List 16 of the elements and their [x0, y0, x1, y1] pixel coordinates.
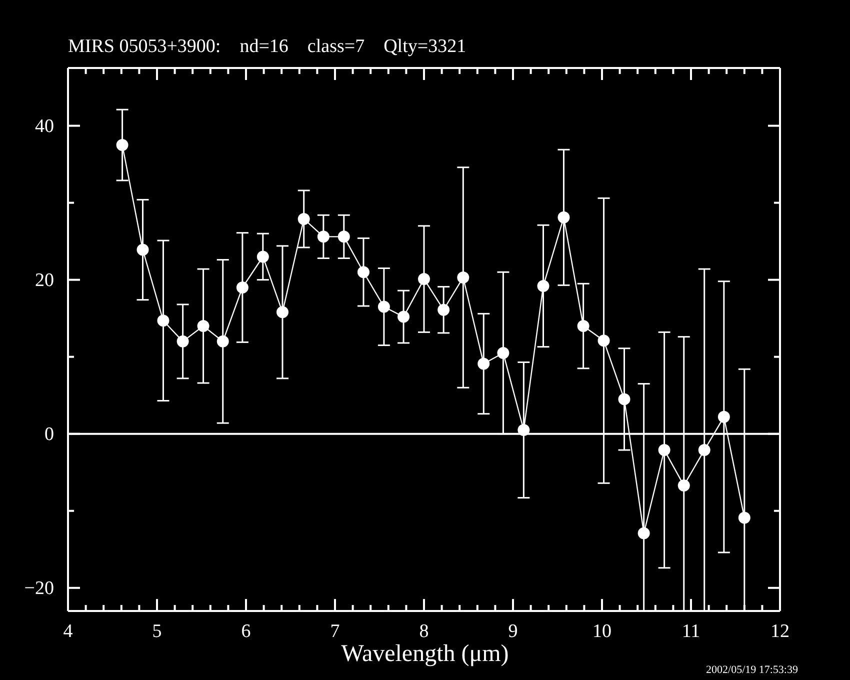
- y-tick-label: 40: [35, 116, 54, 137]
- x-tick-label: 5: [152, 621, 162, 642]
- y-tick-label: −20: [24, 578, 54, 599]
- chart-title: MIRS 05053+3900: nd=16 class=7 Qlty=3321: [68, 36, 466, 58]
- text: 2002/05/19 17:53:39: [706, 664, 798, 676]
- y-tick-label: 20: [35, 270, 54, 291]
- x-tick-label: 9: [508, 621, 518, 642]
- x-tick-label: 8: [419, 621, 429, 642]
- x-tick-label: 7: [330, 621, 340, 642]
- x-tick-label: 12: [770, 621, 790, 642]
- x-tick-label: 10: [592, 621, 612, 642]
- x-tick-label: 4: [63, 621, 74, 642]
- x-tick-label: 6: [241, 621, 251, 642]
- x-axis-title: Wavelength (μm): [341, 641, 509, 667]
- y-tick-label: 0: [44, 424, 54, 445]
- x-tick-label: 11: [682, 621, 700, 642]
